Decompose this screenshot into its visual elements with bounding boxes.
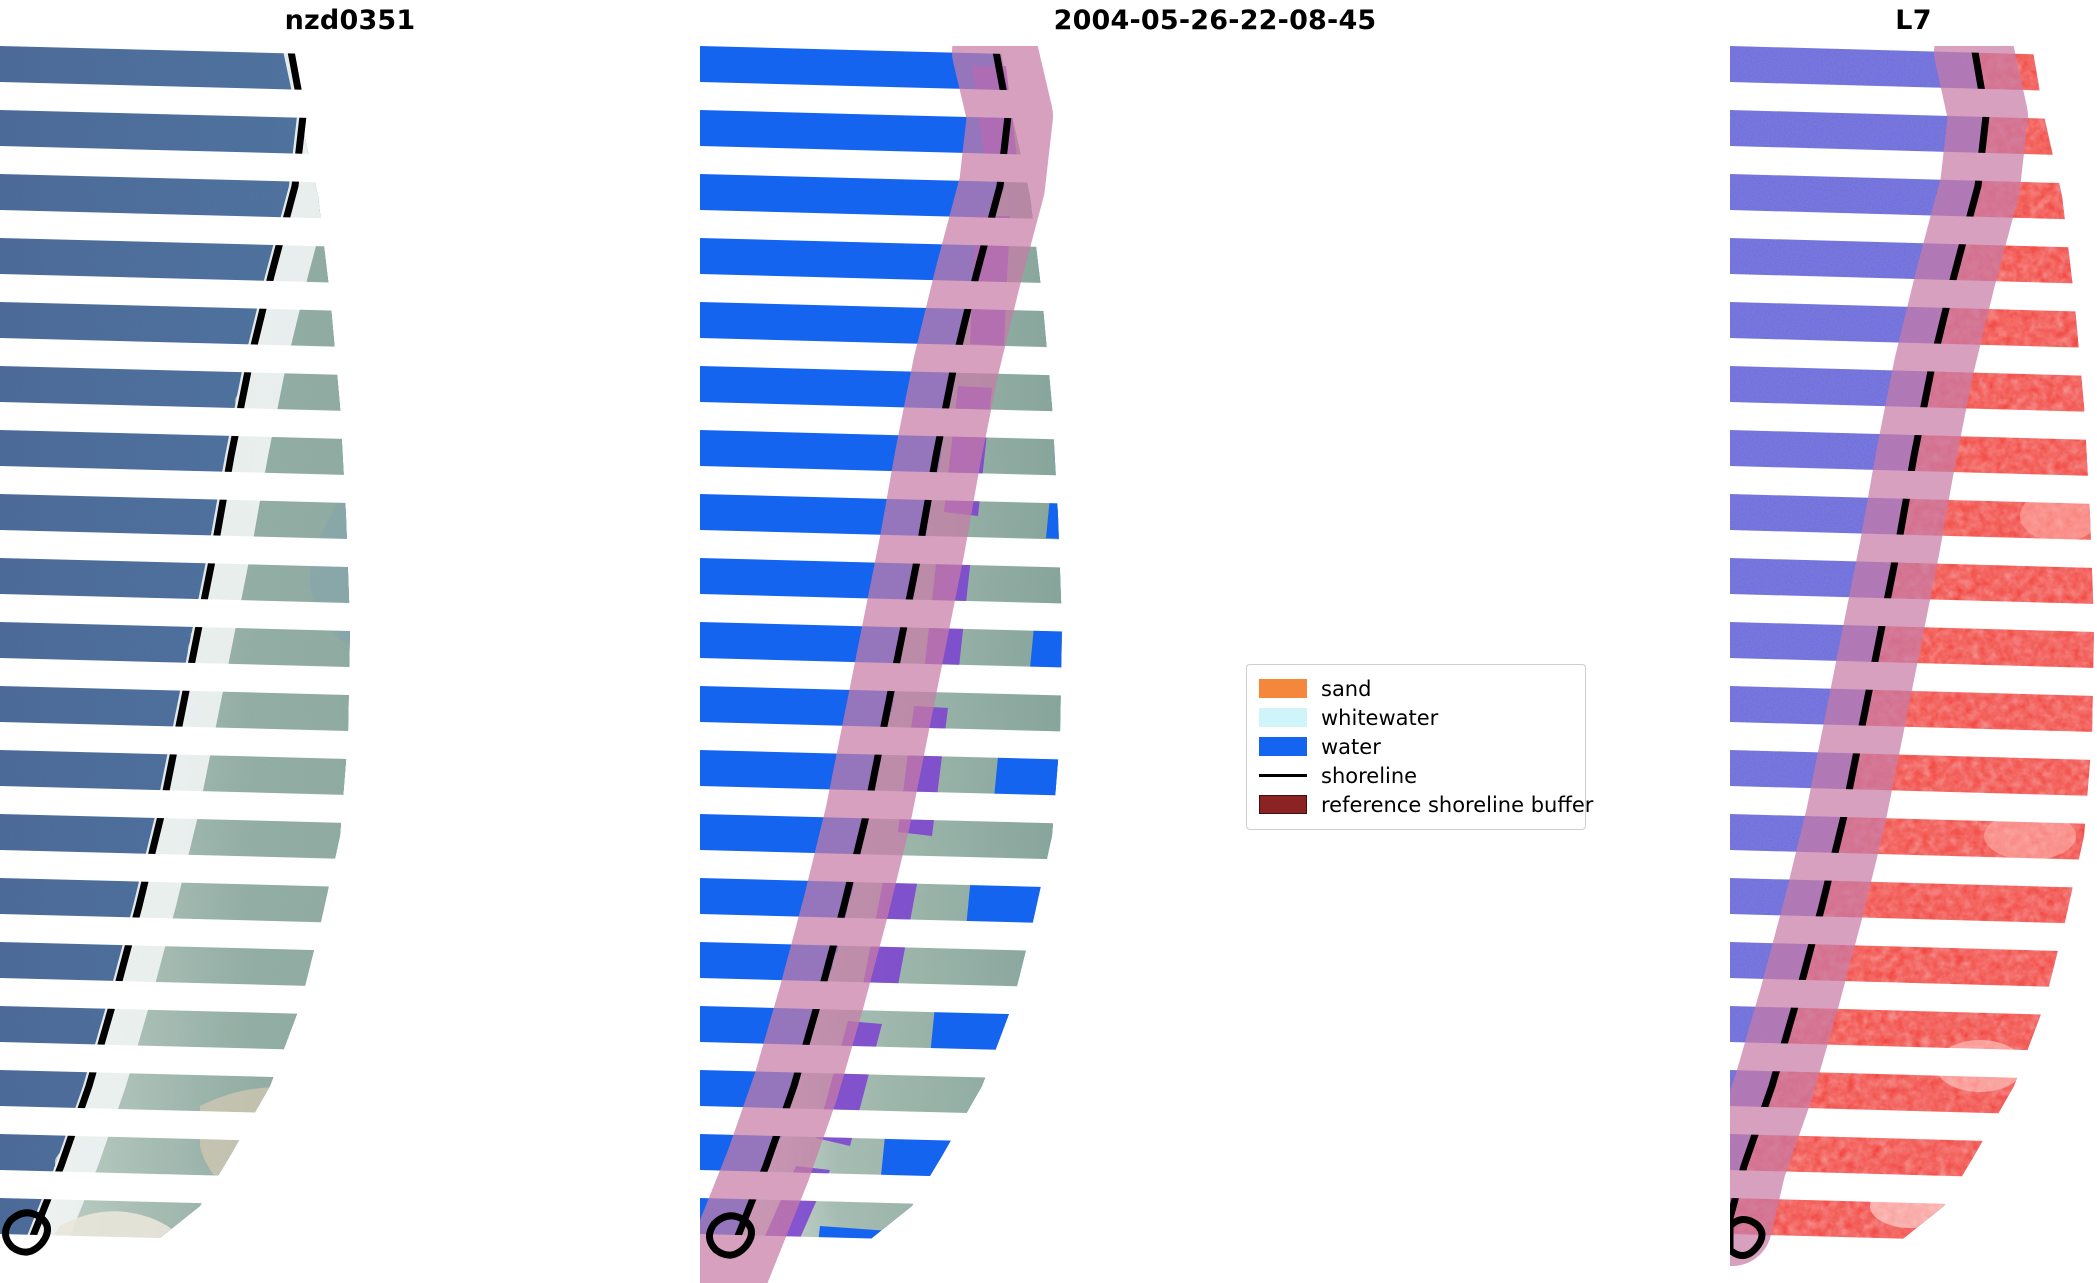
- panel-title-rgb: nzd0351: [284, 5, 416, 36]
- whitewater-color-patch: [1259, 708, 1307, 727]
- panel-rgb-imagery: nzd0351: [0, 0, 700, 1283]
- legend-label-shoreline: shoreline: [1321, 763, 1418, 788]
- shoreline-line-icon: [1259, 766, 1307, 785]
- shoreline-path-classified: [714, 46, 1012, 1283]
- water-swatch-icon: [1259, 737, 1307, 756]
- buffer-color-patch: [1259, 795, 1307, 814]
- water-color-patch: [1259, 737, 1307, 756]
- panel-index-imagery: L7: [1730, 0, 2097, 1283]
- panel-canvas-index: [1730, 46, 2094, 1283]
- panel-title-index: L7: [1895, 5, 1932, 36]
- shoreline-tail-index: [1730, 1216, 1766, 1259]
- shoreline-path-rgb: [9, 46, 307, 1283]
- shoreline-tail-classified: [706, 1212, 755, 1259]
- legend-label-sand: sand: [1321, 676, 1372, 701]
- legend-label-water: water: [1321, 734, 1381, 759]
- legend-item-whitewater: whitewater: [1259, 703, 1573, 732]
- shoreline-color-line: [1259, 774, 1307, 777]
- whitewater-swatch-icon: [1259, 708, 1307, 727]
- legend: sand whitewater water shoreline referenc: [1246, 664, 1593, 830]
- panel-canvas-rgb: [0, 46, 350, 1283]
- panel-title-classified: 2004-05-26-22-08-45: [1053, 5, 1377, 36]
- legend-label-whitewater: whitewater: [1321, 705, 1439, 730]
- sand-swatch-icon: [1259, 679, 1307, 698]
- legend-label-reference-shoreline-buffer: reference shoreline buffer: [1321, 792, 1594, 817]
- legend-item-shoreline: shoreline: [1259, 761, 1573, 790]
- legend-item-reference-shoreline-buffer: reference shoreline buffer: [1259, 790, 1593, 819]
- buffer-swatch-icon: [1259, 795, 1307, 814]
- legend-item-water: water: [1259, 732, 1573, 761]
- shoreline-path-index: [1730, 46, 1990, 1222]
- shoreline-tail-rgb: [2, 1209, 51, 1256]
- legend-item-sand: sand: [1259, 674, 1573, 703]
- sand-color-patch: [1259, 679, 1307, 698]
- panel-classified-imagery: 2004-05-26-22-08-45: [700, 0, 1730, 1283]
- panel-canvas-classified: [700, 46, 1062, 1283]
